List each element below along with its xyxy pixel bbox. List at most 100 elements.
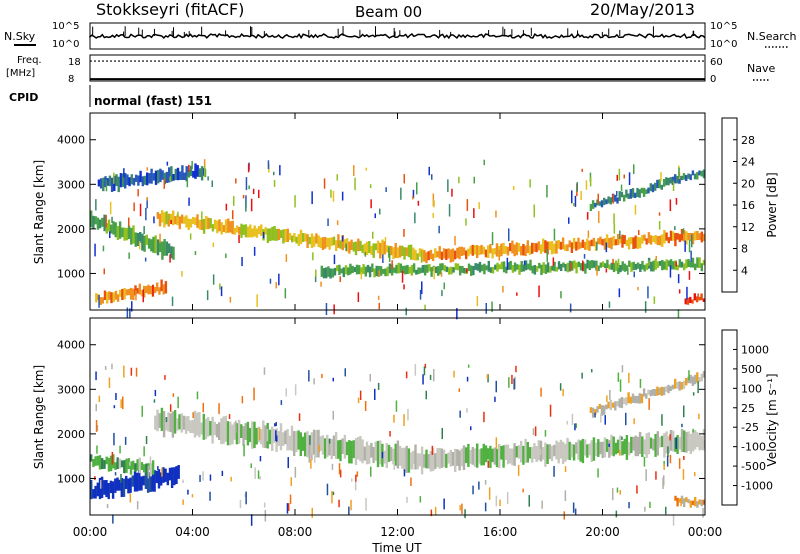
velocity-speckle: [314, 455, 316, 463]
velocity-cell: [105, 480, 108, 498]
velocity-speckle: [645, 469, 647, 481]
power-speckle: [580, 191, 582, 200]
velocity-cell: [689, 374, 692, 384]
power-cell: [266, 228, 270, 243]
power-cell: [123, 288, 126, 300]
power-cell: [561, 237, 565, 250]
velocity-cell: [259, 429, 263, 445]
power-cell: [702, 169, 706, 179]
power-cell: [658, 261, 662, 266]
power-cell: [124, 173, 127, 189]
power-cell: [700, 263, 703, 272]
power-cell: [273, 226, 276, 241]
velocity-cell: [636, 395, 639, 404]
velocity-speckle: [553, 465, 555, 477]
power-cell: [308, 236, 311, 245]
power-cell: [284, 229, 287, 243]
power-cell: [588, 260, 591, 271]
power-cell: [489, 267, 493, 273]
velocity-speckle: [106, 503, 109, 509]
power-cell: [656, 179, 659, 189]
power-cell: [650, 261, 653, 272]
power-speckle: [391, 260, 393, 270]
power-cell: [509, 260, 512, 270]
power-colorbar-tick-label: 28: [741, 134, 755, 147]
velocity-cell: [620, 397, 624, 409]
power-cell: [652, 260, 655, 272]
power-cell: [179, 171, 182, 180]
power-colorbar-tick-label: 12: [741, 221, 755, 234]
velocity-cell: [656, 386, 659, 396]
power-cell: [231, 220, 234, 235]
power-cell: [616, 197, 619, 204]
power-cell: [618, 191, 621, 201]
power-cell: [449, 249, 452, 263]
velocity-speckle: [164, 375, 166, 380]
velocity-cell: [207, 417, 210, 437]
power-cell: [205, 215, 208, 230]
power-speckle: [690, 250, 692, 262]
cpid-label: CPID: [9, 91, 38, 104]
power-speckle: [613, 223, 616, 234]
power-cell: [454, 250, 457, 260]
velocity-cell: [154, 415, 157, 430]
power-cell: [235, 225, 239, 233]
power-cell: [515, 242, 518, 256]
velocity-cell: [244, 423, 247, 440]
velocity-cell: [491, 448, 494, 463]
power-speckle: [388, 253, 391, 262]
power-cell: [592, 237, 596, 247]
velocity-cell: [671, 384, 675, 390]
velocity-speckle: [228, 414, 231, 419]
power-speckle: [653, 296, 656, 304]
velocity-speckle: [191, 494, 194, 498]
power-speckle: [250, 198, 253, 212]
freq-left-tick-bottom: 8: [68, 74, 74, 85]
power-cell: [163, 172, 166, 185]
power-speckle: [233, 196, 235, 206]
power-colorbar-tick-label: 8: [741, 243, 748, 256]
velocity-cell: [142, 475, 145, 486]
velocity-cell: [553, 444, 556, 457]
power-speckle: [619, 230, 621, 239]
power-speckle: [238, 234, 240, 243]
power-speckle: [424, 304, 426, 310]
power-cell: [260, 224, 263, 236]
velocity-cell: [577, 439, 580, 460]
velocity-cell: [627, 442, 631, 456]
velocity-speckle: [377, 382, 380, 390]
velocity-speckle: [528, 495, 530, 507]
power-cell: [589, 203, 593, 211]
velocity-cell: [687, 499, 690, 504]
power-cell: [647, 187, 650, 194]
power-cell: [185, 166, 188, 182]
velocity-cell: [654, 389, 657, 396]
power-speckle: [191, 160, 193, 169]
power-cell: [599, 236, 602, 245]
velocity-cell: [284, 430, 287, 445]
power-cell: [535, 266, 539, 272]
power-cell: [568, 240, 571, 248]
power-cell: [302, 233, 305, 242]
noise-right-tick-top: 10^5: [710, 21, 737, 32]
power-cell: [665, 259, 668, 271]
velocity-speckle: [241, 396, 244, 404]
velocity-cell: [423, 454, 426, 468]
power-cell: [496, 262, 499, 272]
power-speckle: [523, 260, 526, 265]
velocity-cell: [484, 445, 488, 463]
velocity-cell: [398, 445, 402, 466]
time-tick-label: 00:00: [73, 525, 108, 539]
velocity-cell: [96, 455, 99, 466]
velocity-speckle: [633, 418, 635, 425]
power-cell: [428, 264, 431, 272]
power-cell: [434, 266, 438, 274]
power-speckle: [267, 160, 270, 170]
power-speckle: [677, 309, 680, 319]
power-cell: [568, 260, 572, 272]
power-cell: [520, 246, 523, 256]
velocity-speckle: [199, 475, 201, 482]
velocity-cell: [418, 453, 422, 467]
velocity-cell: [107, 483, 110, 500]
